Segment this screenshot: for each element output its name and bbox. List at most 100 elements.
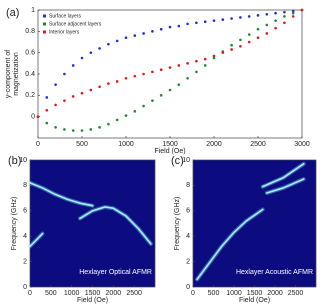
y-tick-label: 4	[186, 233, 190, 240]
data-point	[54, 126, 57, 129]
annotation: Hexlayer Acoustic AFMR	[236, 269, 313, 276]
data-point	[63, 99, 66, 102]
data-point	[256, 14, 260, 17]
x-tick-label: 1500	[85, 290, 101, 297]
data-point	[168, 25, 172, 29]
data-point	[177, 83, 181, 86]
data-point	[256, 27, 260, 31]
data-point	[71, 64, 75, 67]
y-axis-label: Frequency (GHz)	[174, 197, 181, 251]
x-axis-label: Field (Oe)	[154, 148, 185, 155]
x-axis-label: Field (Oe)	[77, 297, 108, 304]
data-point	[45, 121, 49, 125]
branch	[261, 163, 305, 188]
data-point	[265, 32, 269, 35]
x-tick-label: 1500	[247, 290, 263, 297]
data-point	[230, 43, 233, 47]
data-point	[300, 8, 304, 12]
y-tick-label: 2	[23, 258, 27, 265]
data-point	[107, 82, 110, 85]
data-point	[107, 42, 110, 46]
data-point	[45, 96, 49, 99]
data-point	[265, 12, 269, 16]
data-point	[151, 99, 154, 102]
data-point	[212, 54, 216, 58]
data-point	[80, 56, 84, 60]
data-point	[247, 40, 251, 44]
data-point	[203, 20, 207, 24]
x-tick-label: 500	[45, 290, 57, 297]
data-point	[124, 76, 128, 80]
legend-label: Surface layers	[49, 13, 81, 19]
heatmap-background	[193, 160, 316, 287]
x-tick-label: 500	[76, 141, 88, 148]
data-point	[203, 64, 207, 67]
legend-swatch	[43, 22, 46, 26]
y-tick-label: 8	[23, 182, 27, 189]
y-tick-label: 6	[186, 208, 190, 215]
data-point	[151, 30, 154, 33]
data-point	[291, 11, 295, 15]
data-point	[151, 70, 154, 74]
data-point	[239, 38, 242, 42]
data-point	[265, 23, 269, 27]
data-point	[239, 16, 242, 19]
legend-label: Interior layers	[49, 29, 80, 35]
data-point	[80, 91, 84, 95]
branch	[79, 206, 152, 245]
y-tick-label: 6	[23, 208, 27, 215]
data-point	[168, 88, 172, 92]
data-point	[195, 21, 198, 25]
y-tick-label: 10	[19, 157, 27, 164]
y-tick-label: 10	[182, 157, 190, 164]
x-tick-label: 1000	[226, 290, 242, 297]
x-tick-label: 0	[28, 290, 32, 297]
data-point	[203, 57, 207, 61]
panel-label: (a)	[6, 7, 19, 19]
y-axis-label: Frequency (GHz)	[11, 197, 18, 251]
data-point	[63, 72, 66, 76]
y-tick-label: 8	[186, 182, 190, 189]
data-point	[133, 74, 137, 78]
x-tick-label: 2500	[250, 141, 266, 148]
data-point	[212, 56, 216, 60]
data-point	[195, 70, 198, 74]
data-point	[283, 10, 286, 14]
data-point	[283, 15, 286, 18]
y-axis-label: y-component of	[5, 50, 12, 98]
y-tick-label: 0.8	[25, 28, 35, 35]
x-tick-label: 2000	[206, 141, 222, 148]
data-point	[98, 85, 101, 89]
data-point	[124, 36, 128, 40]
y-tick-label: 0	[23, 284, 27, 291]
y-axis-label: magnetization	[13, 52, 20, 96]
y-tick-label: 0.2	[25, 92, 35, 99]
data-point	[230, 17, 233, 20]
data-point	[54, 83, 57, 86]
data-point	[230, 48, 233, 51]
legend-swatch	[43, 14, 46, 18]
data-point	[142, 32, 145, 35]
data-point	[274, 11, 277, 15]
x-tick-label: 2500	[126, 290, 142, 297]
data-point	[256, 36, 260, 40]
x-tick-label: 3000	[294, 141, 310, 148]
data-point	[89, 128, 93, 131]
legend-swatch	[43, 30, 46, 34]
data-point	[186, 22, 189, 26]
x-tick-label: 2500	[288, 290, 304, 297]
data-point	[142, 72, 145, 76]
data-point	[133, 34, 137, 37]
data-point	[133, 110, 137, 113]
data-point	[221, 18, 225, 21]
data-point	[274, 26, 277, 30]
data-point	[36, 115, 40, 118]
data-point	[142, 104, 145, 108]
data-point	[98, 47, 101, 50]
y-tick-label: 0.6	[25, 50, 35, 57]
data-point	[80, 129, 84, 132]
data-point	[247, 15, 251, 18]
x-tick-label: 1000	[118, 141, 134, 148]
